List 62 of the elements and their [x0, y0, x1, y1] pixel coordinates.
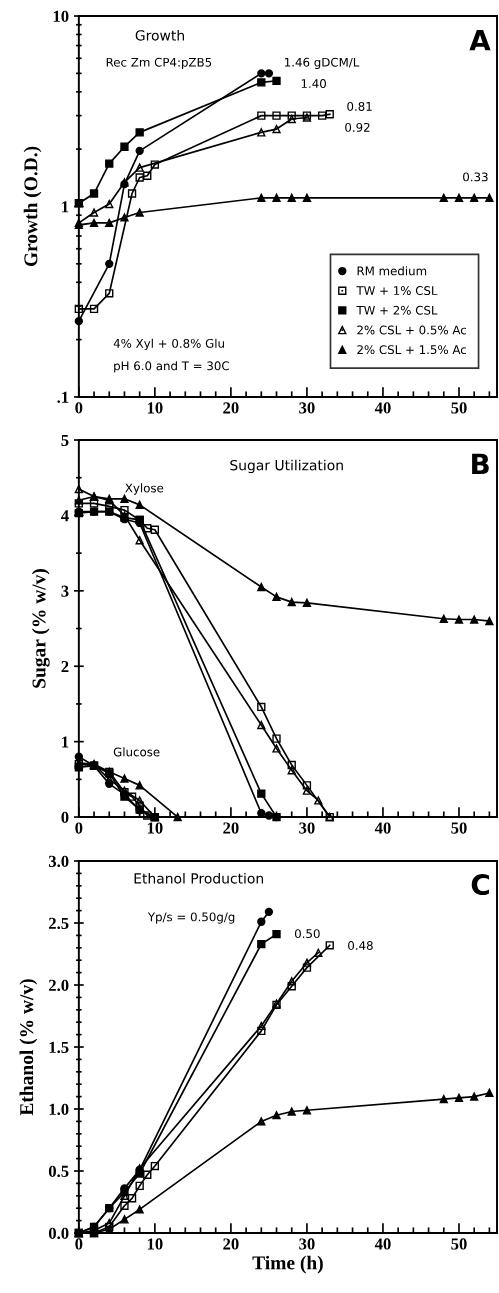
y-tick-label: 3.0 — [48, 855, 69, 868]
chart-subtitle: C — [471, 874, 489, 896]
chart-subtitle: A — [469, 30, 491, 51]
x-tick-label: 20 — [223, 1238, 239, 1250]
x-tick-label: 50 — [451, 402, 467, 414]
annotation: Glucose — [113, 747, 160, 757]
y-tick-label: 3 — [61, 585, 69, 597]
y-tick-label: 2 — [61, 660, 69, 673]
annotation: 0.33 — [463, 172, 488, 182]
legend-label: RM medium — [357, 266, 427, 276]
y-tick-label: 4 — [61, 510, 69, 522]
chart-subtitle: B — [472, 453, 489, 475]
x-tick-label: 40 — [374, 822, 391, 834]
text: Growth — [135, 29, 184, 41]
legend-label: TW + 1% CSL — [356, 286, 438, 296]
x-tick-label: 0 — [75, 402, 83, 414]
y-tick-label: 5 — [61, 434, 69, 446]
x-tick-label: 0 — [75, 822, 83, 834]
x-tick-label: 10 — [147, 1238, 163, 1250]
annotation: 0.48 — [348, 941, 373, 950]
annotation: 0.92 — [345, 122, 370, 132]
x-tick-label: 20 — [223, 402, 239, 414]
y-tick-label: 0 — [61, 811, 69, 823]
annotation: 1.40 — [301, 79, 326, 89]
y-tick-label: 1 — [62, 736, 69, 748]
legend-label: 2% CSL + 1.5% Ac — [357, 345, 467, 355]
x-tick-label: 30 — [299, 402, 315, 414]
text: Sugar Utilization — [230, 459, 343, 474]
y-axis-title: Ethanol (% w/v) — [19, 979, 38, 1116]
x-tick-label: 20 — [223, 822, 239, 834]
y-tick-label: 10 — [53, 10, 69, 22]
y-tick-label: 1.5 — [49, 1041, 69, 1054]
annotation: pH 6.0 and T = 30C — [114, 361, 229, 373]
x-axis-title: Time (h) — [252, 1255, 323, 1274]
annotation: Rec Zm CP4:pZB5 — [106, 57, 212, 69]
y-tick-label: 2.0 — [48, 979, 69, 992]
y-tick-label: 1 — [62, 201, 69, 213]
y-tick-label: 2.5 — [48, 917, 69, 930]
legend-label: 2% CSL + 0.5% Ac — [357, 325, 467, 335]
y-tick-label: .1 — [57, 391, 69, 403]
annotation: 1.46 gDCM/L — [285, 57, 360, 69]
y-tick-label: 0.5 — [48, 1165, 69, 1178]
annotation: 0.50 — [294, 929, 320, 939]
annotation: 4% Xyl + 0.8% Glu — [113, 338, 224, 351]
text: Ethanol Production — [134, 872, 264, 884]
y-tick-label: 1.0 — [49, 1103, 69, 1116]
x-tick-label: 50 — [451, 822, 467, 834]
x-tick-label: 0 — [75, 1238, 83, 1250]
x-tick-label: 30 — [299, 822, 315, 834]
x-tick-label: 10 — [147, 402, 163, 414]
annotation: 0.81 — [347, 101, 372, 111]
x-tick-label: 40 — [374, 1238, 391, 1250]
y-axis-title: Growth (O.D.) — [23, 146, 42, 267]
y-axis-title: Sugar (% w/v) — [31, 569, 50, 688]
x-tick-label: 10 — [147, 822, 163, 834]
x-tick-label: 50 — [451, 1238, 467, 1250]
x-tick-label: 40 — [374, 402, 391, 414]
x-tick-label: 30 — [299, 1238, 315, 1250]
y-tick-label: 0.0 — [48, 1227, 69, 1240]
annotation: Yp/s = 0.50g/g — [147, 912, 235, 924]
legend-label: TW + 2% CSL — [356, 305, 438, 315]
annotation: Xylose — [125, 483, 164, 495]
